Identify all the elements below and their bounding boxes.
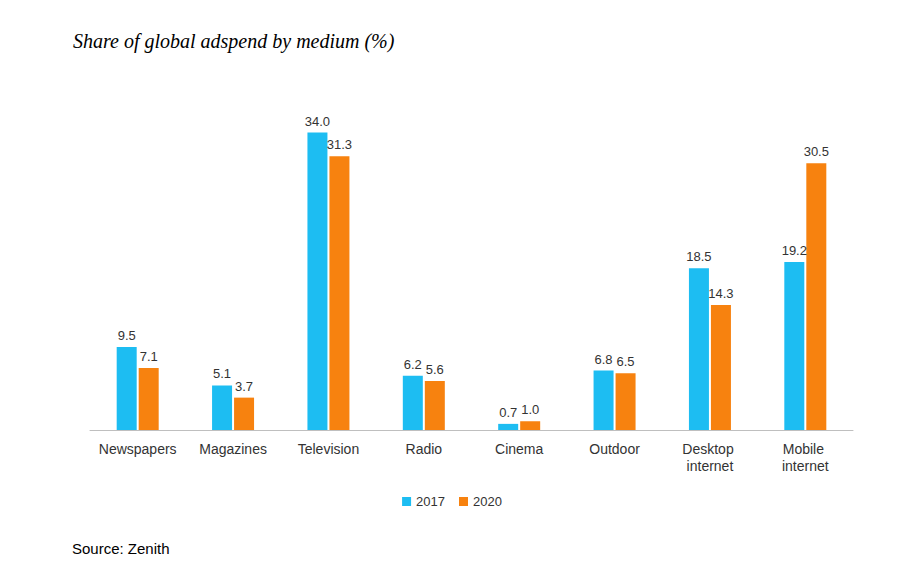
svg-text:1.0: 1.0 (521, 402, 539, 417)
svg-text:9.5: 9.5 (118, 328, 136, 343)
svg-text:3.7: 3.7 (235, 379, 253, 394)
svg-text:14.3: 14.3 (708, 286, 733, 301)
svg-text:30.5: 30.5 (804, 144, 829, 159)
svg-text:5.1: 5.1 (213, 366, 231, 381)
svg-text:34.0: 34.0 (305, 114, 330, 129)
svg-text:Share of global adspend by med: Share of global adspend by medium (%) (73, 30, 395, 53)
svg-text:Magazines: Magazines (199, 441, 267, 457)
svg-text:Television: Television (298, 441, 359, 457)
svg-text:Outdoor: Outdoor (589, 441, 640, 457)
svg-text:6.8: 6.8 (595, 352, 613, 367)
svg-text:Cinema: Cinema (495, 441, 543, 457)
svg-text:Desktop: Desktop (682, 441, 737, 457)
svg-text:31.3: 31.3 (327, 137, 352, 152)
svg-text:internet: internet (687, 458, 734, 474)
svg-text:18.5: 18.5 (686, 249, 711, 264)
svg-text:2020: 2020 (473, 494, 502, 509)
svg-text:Radio: Radio (406, 441, 443, 457)
svg-text:Mobile: Mobile (783, 441, 828, 457)
svg-text:Source: Zenith: Source: Zenith (72, 540, 170, 557)
svg-text:7.1: 7.1 (140, 349, 158, 364)
svg-text:19.2: 19.2 (782, 243, 807, 258)
svg-text:6.2: 6.2 (404, 357, 422, 372)
svg-text:5.6: 5.6 (426, 362, 444, 377)
svg-text:0.7: 0.7 (499, 405, 517, 420)
svg-text:internet: internet (782, 458, 829, 474)
svg-text:Newspapers: Newspapers (99, 441, 177, 457)
svg-text:2017: 2017 (416, 494, 445, 509)
svg-text:6.5: 6.5 (617, 354, 635, 369)
